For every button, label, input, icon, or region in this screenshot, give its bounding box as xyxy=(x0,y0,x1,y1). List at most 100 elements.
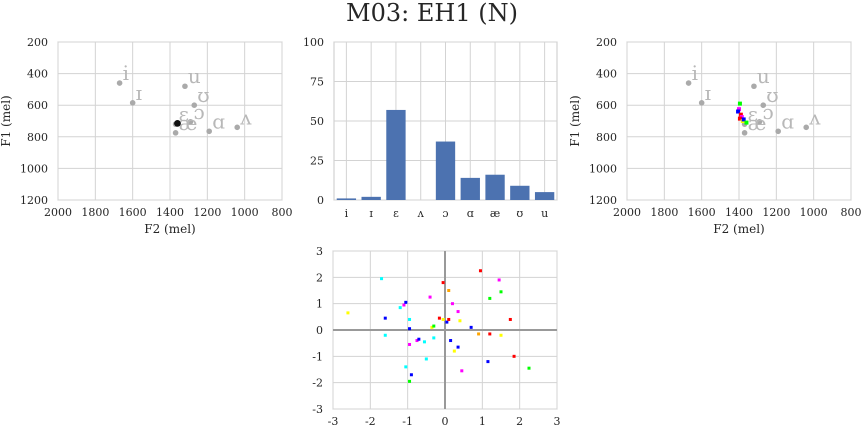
projection-point xyxy=(432,336,436,340)
y-tick-label: 600 xyxy=(27,99,48,112)
token-point xyxy=(744,120,749,125)
x-tick-label: -2 xyxy=(365,415,376,428)
x-tick-label: 800 xyxy=(841,206,862,219)
x-tick-label: 1600 xyxy=(688,206,716,219)
projection-point xyxy=(404,365,408,369)
projection-point xyxy=(488,332,492,336)
x-tick-label: 1000 xyxy=(800,206,828,219)
y-tick-label: 25 xyxy=(310,155,324,168)
vowel-point xyxy=(234,124,240,131)
projection-point xyxy=(447,317,451,321)
projection-point xyxy=(428,295,432,299)
projection-point xyxy=(415,339,419,343)
projection-point xyxy=(458,319,462,323)
vowel-label: ɛ xyxy=(748,102,758,126)
y-tick-label: 1000 xyxy=(20,162,48,175)
vowel-point xyxy=(116,80,123,86)
bar-0 xyxy=(336,198,357,200)
projection-point xyxy=(408,327,412,331)
projection-point xyxy=(441,317,445,321)
vowel-label: u xyxy=(757,64,770,88)
x-tick-label: 1400 xyxy=(156,206,184,219)
vowel-point xyxy=(698,100,705,106)
vowel-point xyxy=(760,102,767,108)
projection-point xyxy=(437,316,441,320)
bar-2 xyxy=(386,109,406,200)
projection-point xyxy=(346,311,350,315)
x-tick-label: 1200 xyxy=(193,206,221,219)
bar-1 xyxy=(361,196,381,200)
x-tick-label: 1600 xyxy=(119,206,147,219)
projection-point xyxy=(417,337,421,341)
vowel-point xyxy=(751,83,757,90)
y-tick-label: -1 xyxy=(312,350,323,363)
x-tick-label: 2000 xyxy=(44,206,72,219)
x-tick-label: ɛ xyxy=(393,207,399,220)
x-tick-label: 1800 xyxy=(650,206,678,219)
vowel-label: ɔ xyxy=(763,100,774,124)
y-tick-label: 400 xyxy=(27,68,48,81)
y-tick-label: 1000 xyxy=(589,162,617,175)
vowel-label: ɔ xyxy=(194,100,205,124)
projection-point xyxy=(497,278,501,282)
classification-bar-chart: 0 25 50 75 100 i ɪ ɛ ʌ ɔ ɑ æ ʊ u xyxy=(303,36,558,220)
projection-point xyxy=(478,269,482,273)
projection-point xyxy=(477,332,481,336)
projection-point xyxy=(499,290,503,294)
projection-point xyxy=(398,306,402,310)
x-tick-label: 3 xyxy=(554,415,561,428)
projection-point xyxy=(424,357,428,361)
x-tick-label: 1400 xyxy=(725,206,753,219)
vowel-label: ʌ xyxy=(239,105,252,129)
vowel-point xyxy=(775,128,781,135)
vowel-point xyxy=(129,100,136,106)
x-tick-label: i xyxy=(345,207,349,220)
y-tick-label: -2 xyxy=(312,377,323,390)
vowel-point xyxy=(685,80,692,86)
projection-point xyxy=(508,317,512,321)
x-tick-label: ɑ xyxy=(467,207,474,220)
bar-4 xyxy=(435,141,456,200)
x-tick-label: 800 xyxy=(272,206,293,219)
projection-point xyxy=(408,342,412,346)
x-tick-label: ɔ xyxy=(442,207,448,220)
vowel-point xyxy=(741,130,748,136)
x-axis-label: F2 (mel) xyxy=(713,222,764,236)
projection-point xyxy=(408,317,412,321)
vowel-point xyxy=(803,124,809,131)
y-tick-label: 400 xyxy=(596,68,617,81)
projection-point xyxy=(404,300,408,304)
x-axis-label: F2 (mel) xyxy=(144,222,195,236)
projection-point xyxy=(383,333,387,337)
vowel-point xyxy=(172,130,179,136)
vowel-point xyxy=(182,83,188,90)
vowel-label: u xyxy=(188,64,201,88)
token-point xyxy=(737,101,742,106)
x-tick-label: 2000 xyxy=(613,206,641,219)
projection-point xyxy=(452,349,456,353)
y-tick-label: 200 xyxy=(27,36,48,49)
x-tick-label: 1 xyxy=(479,415,486,428)
token-point xyxy=(736,109,741,114)
projection-point xyxy=(380,277,384,281)
y-tick-label: 50 xyxy=(310,115,324,128)
vowel-label: ʊ xyxy=(766,83,778,107)
projection-point xyxy=(430,325,434,329)
projection-point xyxy=(402,303,406,307)
y-tick-label: 3 xyxy=(316,245,323,258)
vowel-point xyxy=(187,118,194,125)
x-tick-label: ʌ xyxy=(417,207,425,220)
x-tick-label: u xyxy=(541,207,548,220)
x-tick-label: ɪ xyxy=(369,207,373,220)
panels: 2000 1800 1600 1400 1200 1000 8002004006008001… xyxy=(0,36,862,428)
vowel-point xyxy=(206,128,212,135)
token-point xyxy=(741,117,746,122)
vowel-label: ɪ xyxy=(705,81,711,105)
x-tick-label: æ xyxy=(490,207,500,220)
y-tick-label: 800 xyxy=(596,131,617,144)
projection-point xyxy=(383,316,387,320)
vowel-label: ʊ xyxy=(197,83,209,107)
y-tick-label: 200 xyxy=(596,36,617,49)
bar-5 xyxy=(460,177,480,200)
